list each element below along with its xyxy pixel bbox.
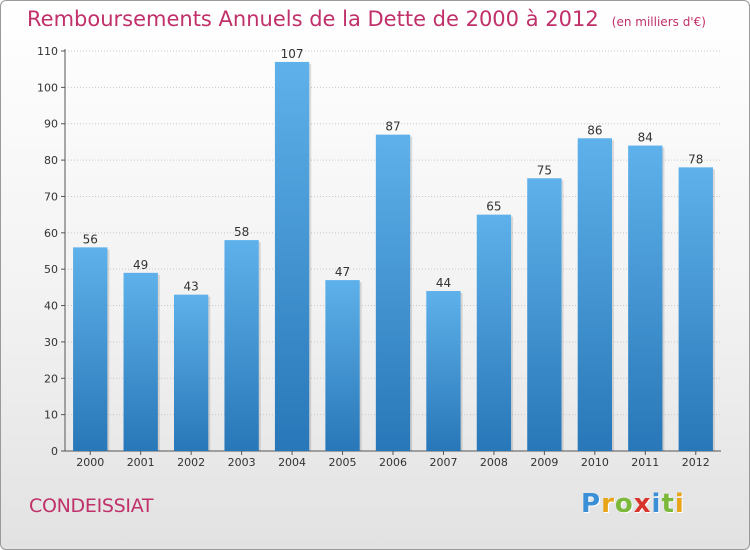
x-tick-label: 2008: [480, 456, 508, 469]
y-tick-label: 70: [44, 190, 58, 203]
bar-value-label: 107: [281, 47, 304, 61]
logo-letter: t: [661, 489, 675, 519]
bar-value-label: 84: [638, 131, 653, 145]
logo-letter: i: [651, 489, 662, 519]
bar-value-label: 43: [184, 280, 199, 294]
bar-value-label: 44: [436, 276, 451, 290]
x-tick-label: 2010: [581, 456, 609, 469]
chart-title-main: Remboursements Annuels de la Dette de 20…: [27, 7, 599, 31]
logo-letter: o: [614, 489, 634, 519]
bar-value-label: 49: [133, 258, 148, 272]
bars: [73, 61, 715, 452]
bar-value-label: 65: [486, 200, 501, 214]
logo-letter: P: [581, 489, 602, 519]
bar-value-label: 87: [385, 120, 400, 134]
y-tick-label: 80: [44, 154, 58, 167]
bar: [527, 178, 562, 452]
x-tick-label: 2011: [631, 456, 659, 469]
y-tick-label: 50: [44, 263, 58, 276]
bar-value-label: 86: [587, 123, 602, 137]
bar: [577, 138, 613, 452]
bar: [224, 240, 259, 451]
y-tick-label: 100: [37, 81, 58, 94]
bar: [476, 214, 512, 451]
bar: [325, 280, 360, 451]
y-tick-label: 20: [44, 372, 58, 385]
x-tick-label: 2002: [177, 456, 205, 469]
bar: [426, 291, 461, 451]
bar: [678, 167, 713, 451]
logo-letter: x: [633, 489, 652, 519]
chart-title-unit: (en milliers d'€): [611, 15, 706, 29]
logo-letter: r: [601, 489, 615, 519]
proxiti-logo: Proxiti: [581, 489, 685, 519]
bar: [73, 247, 108, 451]
bar-value-label: 56: [83, 232, 98, 246]
chart-title: Remboursements Annuels de la Dette de 20…: [27, 7, 706, 31]
logo-letter: i: [674, 489, 685, 519]
y-tick-label: 0: [51, 445, 58, 458]
y-tick-label: 90: [44, 118, 58, 131]
x-tick-label: 2006: [379, 456, 407, 469]
bar: [123, 272, 158, 451]
bar-value-label: 75: [537, 163, 552, 177]
x-tick-label: 2012: [682, 456, 710, 469]
x-tick-label: 2005: [329, 456, 357, 469]
bar-value-label: 78: [688, 152, 703, 166]
x-tick-label: 2003: [228, 456, 256, 469]
city-name: CONDEISSIAT: [29, 495, 154, 517]
bar-value-label: 58: [234, 225, 249, 239]
labels: 0 10 20 30 40 50 60 70 80 90 100 110 56 2000 49 2001 43 2…: [37, 45, 710, 469]
bar: [375, 134, 411, 452]
bar: [274, 61, 310, 452]
y-tick-label: 30: [44, 336, 58, 349]
x-tick-label: 2000: [76, 456, 104, 469]
y-tick-label: 40: [44, 300, 58, 313]
x-tick-label: 2007: [429, 456, 457, 469]
x-tick-label: 2009: [530, 456, 558, 469]
bar: [628, 145, 663, 451]
bar: [173, 294, 209, 451]
x-tick-label: 2001: [127, 456, 155, 469]
y-tick-label: 10: [44, 409, 58, 422]
x-tick-label: 2004: [278, 456, 306, 469]
y-tick-label: 60: [44, 227, 58, 240]
bar-value-label: 47: [335, 265, 350, 279]
y-tick-label: 110: [37, 45, 58, 58]
